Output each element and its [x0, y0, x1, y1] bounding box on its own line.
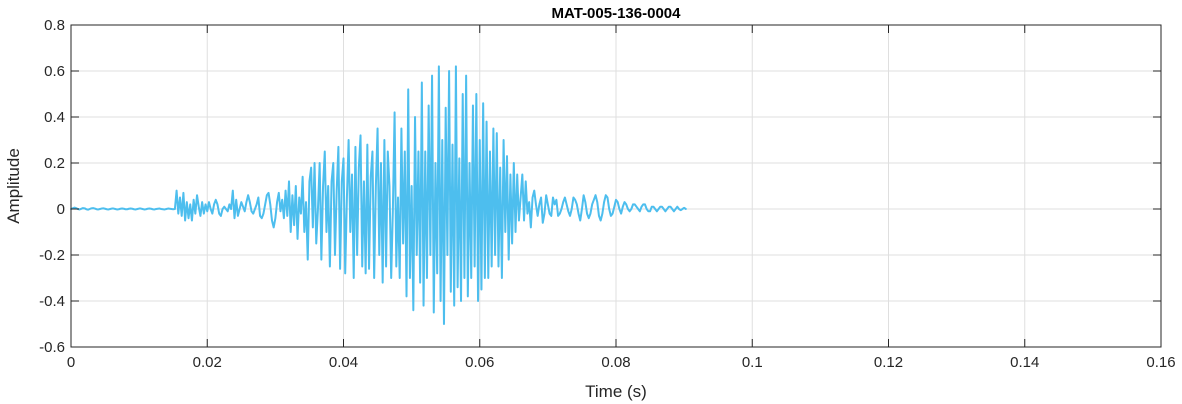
x-tick-label: 0: [67, 354, 75, 371]
x-tick-label: 0.02: [193, 354, 222, 371]
y-tick-label: 0.2: [44, 155, 65, 172]
y-tick-label: 0.8: [44, 17, 65, 34]
x-tick-label: 0.14: [1010, 354, 1039, 371]
x-tick-label: 0.16: [1146, 354, 1175, 371]
series-line-0: [70, 65, 687, 325]
y-tick-label: -0.2: [39, 247, 65, 264]
chart-title: MAT-005-136-0004: [552, 5, 682, 22]
ticks: 0 0.02 0.04 0.06 0.08 0.1 0.12 0.14 0.16 -0.6 -0.4…: [39, 17, 1175, 371]
series-layer: [70, 65, 687, 325]
y-tick-label: -0.6: [39, 339, 65, 356]
x-tick-label: 0.06: [465, 354, 494, 371]
x-tick-label: 0.12: [874, 354, 903, 371]
x-axis-label: Time (s): [585, 382, 647, 401]
x-tick-label: 0.08: [601, 354, 630, 371]
y-tick-label: 0.4: [44, 109, 65, 126]
x-tick-label: 0.04: [329, 354, 358, 371]
y-tick-label: 0: [57, 201, 65, 218]
y-axis-label: Amplitude: [4, 148, 23, 224]
y-tick-label: -0.4: [39, 293, 65, 310]
y-tick-label: 0.6: [44, 63, 65, 80]
x-tick-label: 0.1: [742, 354, 763, 371]
